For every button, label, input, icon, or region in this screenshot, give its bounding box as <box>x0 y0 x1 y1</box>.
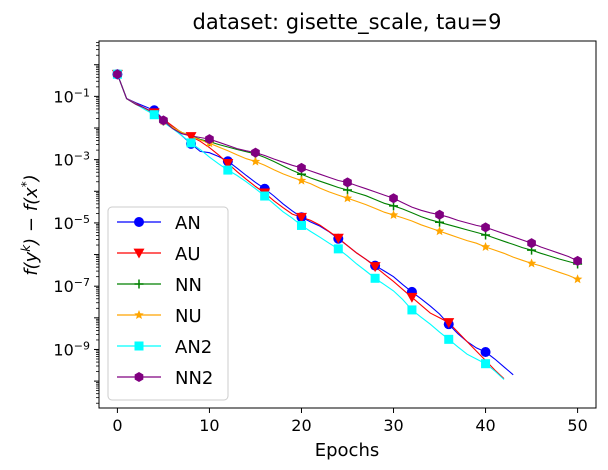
legend-label: NU <box>175 306 202 327</box>
data-point-nn2 <box>205 134 214 145</box>
y-axis-label: f(yk) − f(x*) <box>19 174 42 276</box>
x-axis-label: Epochs <box>315 440 380 461</box>
data-point-nu <box>480 241 491 252</box>
data-point-an2 <box>370 273 380 283</box>
data-point-nu <box>250 156 261 166</box>
x-axis-ticks: 0 10 20 30 40 50 <box>112 408 588 435</box>
data-point-nn2 <box>573 255 582 266</box>
legend-label: NN <box>175 275 202 296</box>
legend-marker <box>134 372 144 382</box>
data-point-au <box>185 132 197 143</box>
data-point-au <box>369 262 381 273</box>
data-point-nn2 <box>389 193 398 204</box>
y-axis-label-part: f(y <box>21 251 42 275</box>
data-point-nn2 <box>435 209 444 220</box>
y-tick-label: 10−3 <box>53 149 90 170</box>
legend-marker <box>134 310 144 320</box>
chart-title: dataset: gisette_scale, tau=9 <box>193 10 502 35</box>
y-axis-ticks: 10−1 10−3 10−5 10−7 10−9 <box>53 42 99 404</box>
x-tick-label: 40 <box>475 416 495 435</box>
data-point-an <box>480 347 491 358</box>
data-point-nu <box>434 226 445 236</box>
data-point-au <box>332 233 344 244</box>
legend-marker <box>133 248 145 259</box>
data-point-an2 <box>223 165 233 175</box>
y-axis-label-part: ) − f(x <box>21 187 42 247</box>
data-point-nn2 <box>113 69 122 80</box>
data-point-au <box>295 212 307 223</box>
data-point-an2 <box>407 305 417 315</box>
legend-marker <box>134 217 144 227</box>
y-axis-label-superscript: k <box>19 244 33 252</box>
x-tick-label: 50 <box>567 416 587 435</box>
data-point-an2 <box>444 334 454 344</box>
y-tick-label: 10−9 <box>53 339 90 360</box>
data-point-au <box>406 292 418 303</box>
x-tick-label: 10 <box>199 416 219 435</box>
legend-items: AN AU NN NU AN2 NN2 <box>117 213 213 389</box>
y-tick-label: 10−7 <box>53 276 90 297</box>
legend-label: AN2 <box>175 337 212 358</box>
data-point-nn2 <box>481 222 490 233</box>
legend-label: NN2 <box>175 368 213 389</box>
data-point-an2 <box>296 220 306 230</box>
y-tick-label: 10−1 <box>53 86 90 107</box>
data-point-nu <box>388 210 399 220</box>
data-point-nn2 <box>251 147 260 158</box>
y-axis-label-part: ) <box>21 174 42 183</box>
legend: AN AU NN NU AN2 NN2 <box>107 206 229 401</box>
legend-marker <box>134 341 144 351</box>
data-point-an2 <box>149 110 159 120</box>
data-point-an2 <box>260 191 270 201</box>
data-point-nn2 <box>297 162 306 173</box>
x-tick-label: 30 <box>383 416 403 435</box>
x-tick-label: 0 <box>112 416 122 435</box>
data-point-nn2 <box>159 115 168 126</box>
plot-area <box>98 40 597 409</box>
legend-marker <box>134 279 144 289</box>
data-point-nn2 <box>527 238 536 249</box>
data-point-nu <box>526 258 537 268</box>
data-point-nu <box>342 193 353 203</box>
y-tick-label: 10−5 <box>53 212 90 233</box>
data-point-au <box>222 159 234 169</box>
data-point-nn2 <box>343 177 352 188</box>
data-point-an2 <box>186 138 196 148</box>
legend-label: AN <box>175 213 201 234</box>
series-line-an2 <box>116 74 505 380</box>
data-point-an2 <box>481 359 491 369</box>
series-markers <box>111 69 583 369</box>
x-tick-label: 20 <box>291 416 311 435</box>
data-point-an2 <box>333 244 343 254</box>
data-point-nu <box>296 175 307 185</box>
legend-label: AU <box>175 244 201 265</box>
y-axis-label-superscript: * <box>19 181 33 187</box>
data-point-nu <box>572 274 583 284</box>
data-point-au <box>443 318 455 329</box>
